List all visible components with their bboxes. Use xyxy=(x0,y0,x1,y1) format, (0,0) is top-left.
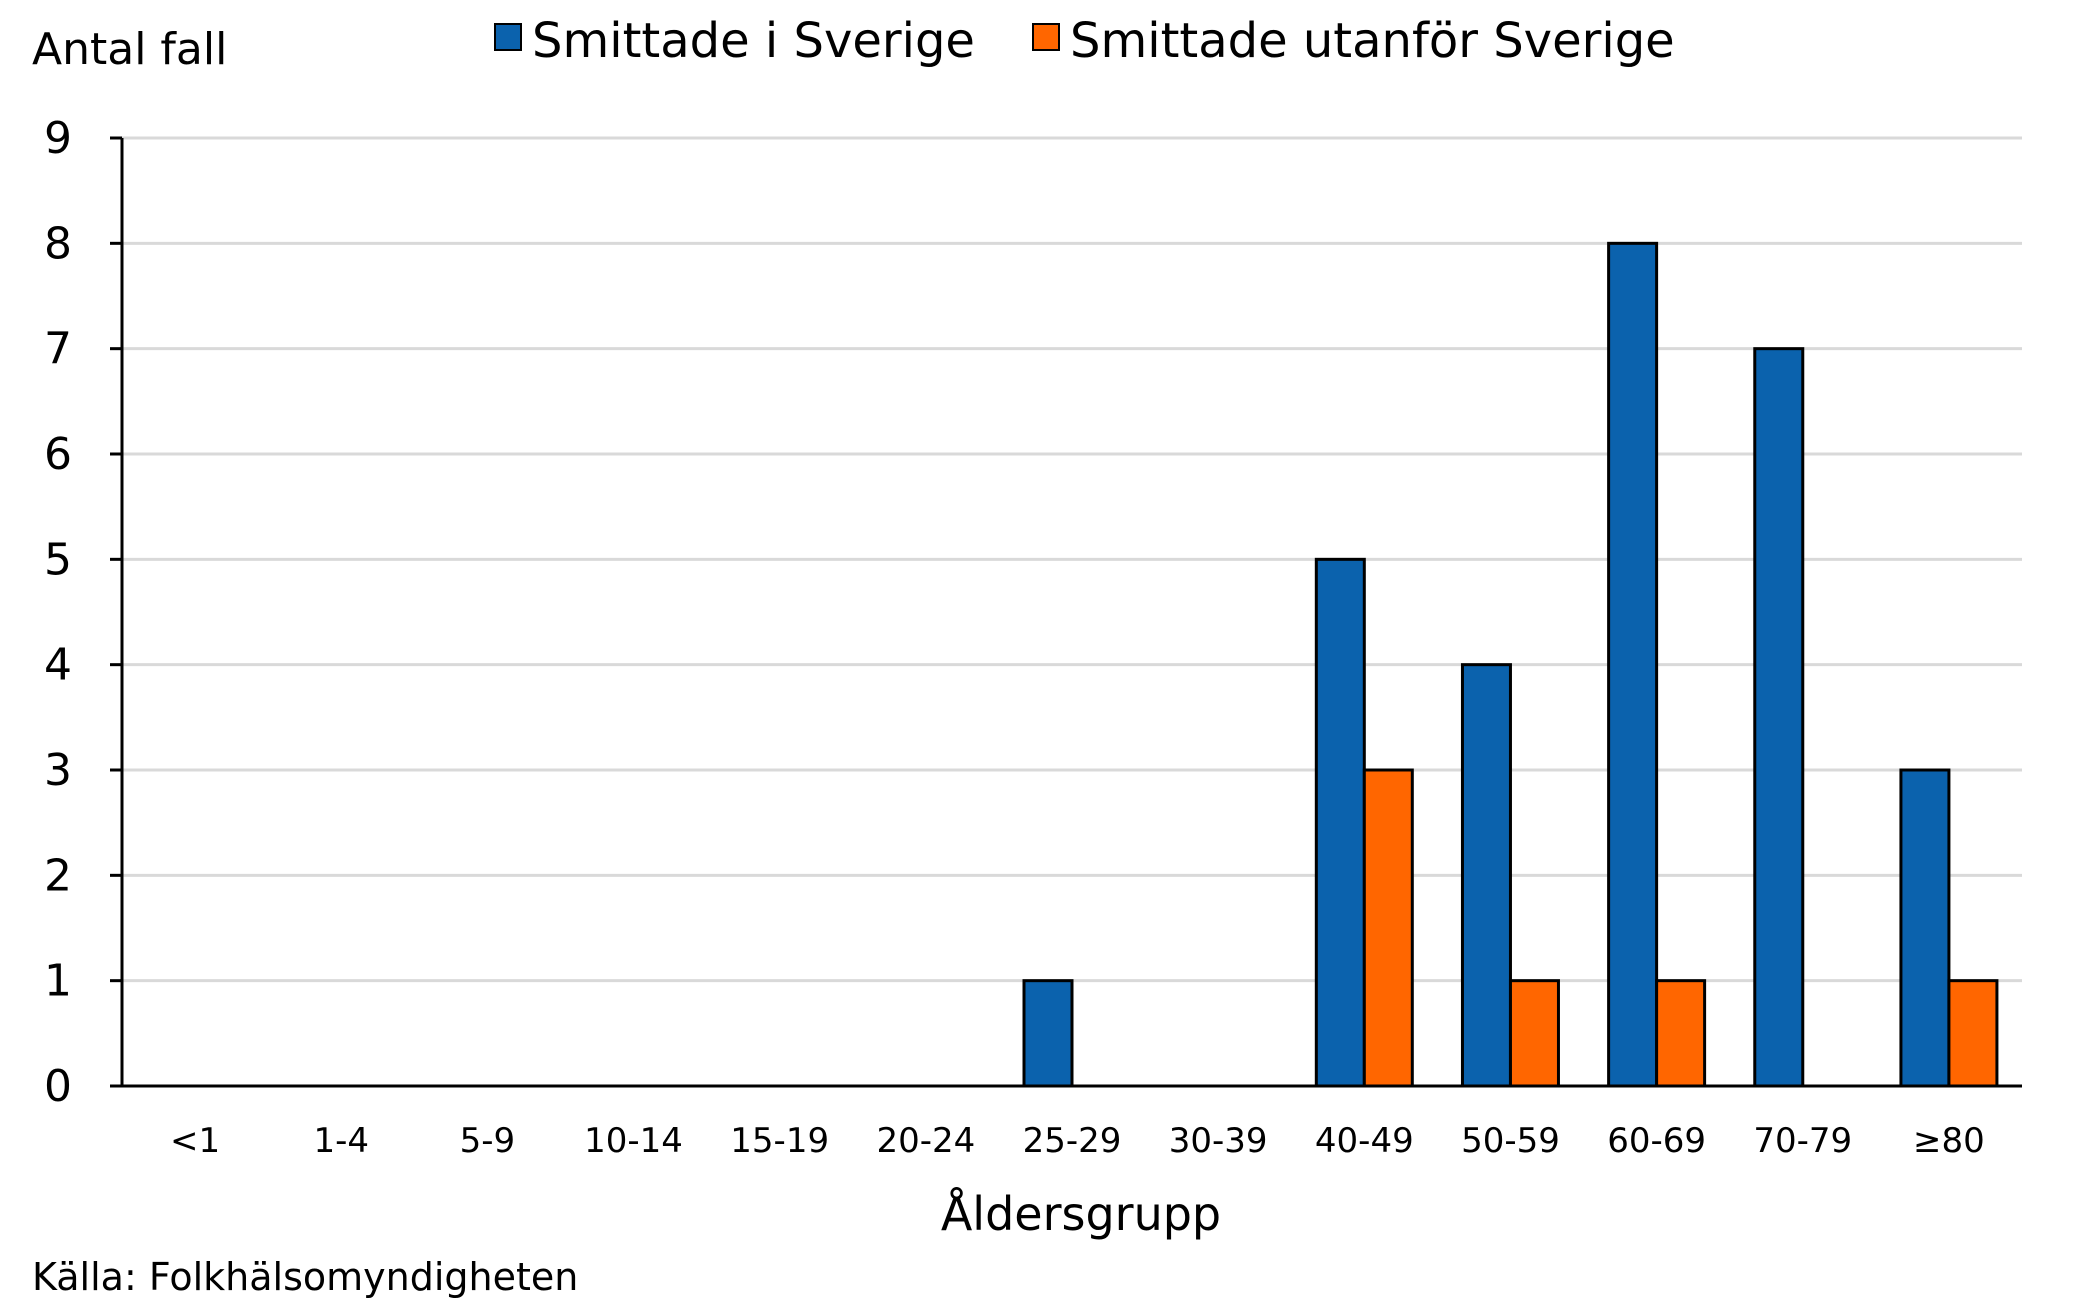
y-tick-label: 2 xyxy=(44,850,72,901)
y-tick-label: 5 xyxy=(44,534,72,585)
legend-swatch-abroad xyxy=(1032,23,1060,51)
bar-abroad-12 xyxy=(1947,979,1999,1088)
bar-sweden-12 xyxy=(1899,768,1951,1088)
bar-abroad-8 xyxy=(1362,768,1414,1088)
x-tick-label: ≥80 xyxy=(1913,1121,1985,1161)
x-tick-label: 15-19 xyxy=(730,1121,829,1161)
legend-swatch-sweden xyxy=(494,23,522,51)
y-tick-label: 8 xyxy=(44,218,72,269)
y-tick-label: 9 xyxy=(44,113,72,164)
legend-label-abroad: Smittade utanför Sverige xyxy=(1070,13,1675,69)
x-tick-label: 70-79 xyxy=(1753,1121,1852,1161)
x-tick-labels: <1 1-4 5-9 10-14 15-19 20-24 25-29 30-39 40-49 50… xyxy=(170,1121,1985,1161)
bar-sweden-9 xyxy=(1460,663,1512,1088)
bar-abroad-9 xyxy=(1508,979,1560,1088)
y-tick-label: 7 xyxy=(44,324,72,375)
x-tick-label: 25-29 xyxy=(1023,1121,1122,1161)
x-tick-label: 5-9 xyxy=(460,1121,516,1161)
y-axis-label: Antal fall xyxy=(32,24,227,75)
x-tick-label: 40-49 xyxy=(1315,1121,1414,1161)
x-tick-label: 10-14 xyxy=(584,1121,683,1161)
gridlines xyxy=(122,136,2022,983)
x-tick-label: 20-24 xyxy=(876,1121,975,1161)
x-tick-label: 1-4 xyxy=(313,1121,369,1161)
bar-sweden-11 xyxy=(1753,347,1805,1088)
y-tick-labels: 0 1 2 3 4 5 6 7 8 9 xyxy=(44,113,122,1112)
y-tick-label: 0 xyxy=(44,1061,72,1112)
y-tick-label: 6 xyxy=(44,429,72,480)
y-tick-label: 1 xyxy=(44,956,72,1007)
y-tick-label: 4 xyxy=(44,640,72,691)
x-tick-label: 50-59 xyxy=(1461,1121,1560,1161)
source-note: Källa: Folkhälsomyndigheten xyxy=(32,1255,578,1299)
bar-sweden-10 xyxy=(1607,241,1659,1088)
legend-label-sweden: Smittade i Sverige xyxy=(532,13,975,69)
legend: Smittade i Sverige Smittade utanför Sver… xyxy=(494,13,1675,69)
y-tick-label: 3 xyxy=(44,745,72,796)
bar-abroad-10 xyxy=(1655,979,1707,1088)
bar-sweden-8 xyxy=(1314,557,1366,1088)
bars xyxy=(1022,241,1999,1088)
x-tick-label: 30-39 xyxy=(1169,1121,1268,1161)
bar-sweden-6 xyxy=(1022,979,1074,1088)
x-tick-label: 60-69 xyxy=(1607,1121,1706,1161)
x-axis-label: Åldersgrupp xyxy=(941,1187,1221,1241)
x-tick-label: <1 xyxy=(170,1121,220,1161)
